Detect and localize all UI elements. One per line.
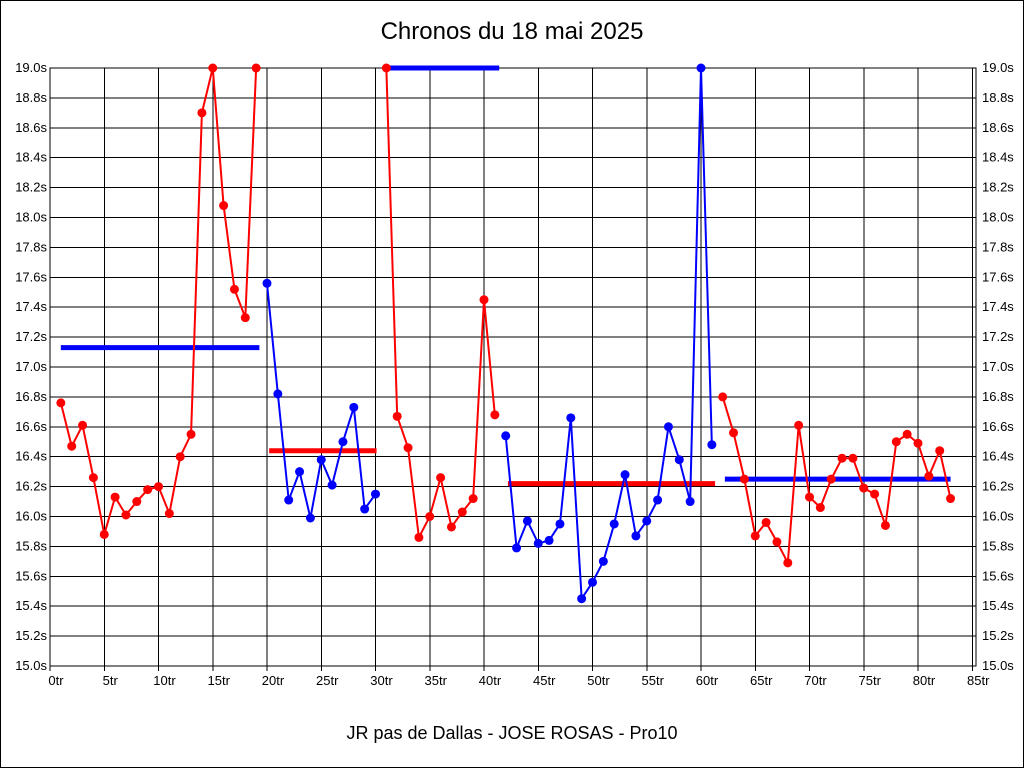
- svg-text:17.0s: 17.0s: [982, 359, 1014, 374]
- svg-text:16.4s: 16.4s: [982, 449, 1014, 464]
- svg-text:5tr: 5tr: [103, 673, 119, 688]
- svg-text:16.8s: 16.8s: [982, 389, 1014, 404]
- svg-text:15.8s: 15.8s: [15, 538, 47, 553]
- svg-text:17.0s: 17.0s: [15, 359, 47, 374]
- svg-text:17.4s: 17.4s: [15, 299, 47, 314]
- lap-times-stint-4-blue: [501, 63, 717, 604]
- svg-text:16.4s: 16.4s: [15, 449, 47, 464]
- svg-text:15.4s: 15.4s: [15, 598, 47, 613]
- svg-text:16.6s: 16.6s: [15, 419, 47, 434]
- svg-text:20tr: 20tr: [262, 673, 285, 688]
- chart-title: Chronos du 18 mai 2025: [380, 18, 644, 45]
- svg-text:10tr: 10tr: [153, 673, 176, 688]
- svg-text:17.2s: 17.2s: [15, 329, 47, 344]
- grid-lines: [49, 67, 976, 667]
- svg-text:15.4s: 15.4s: [982, 598, 1014, 613]
- svg-text:15.0s: 15.0s: [982, 658, 1014, 673]
- svg-text:18.2s: 18.2s: [15, 180, 47, 195]
- svg-text:18.0s: 18.0s: [15, 210, 47, 225]
- svg-text:85tr: 85tr: [967, 673, 990, 688]
- svg-text:60tr: 60tr: [696, 673, 719, 688]
- svg-text:35tr: 35tr: [425, 673, 448, 688]
- svg-text:55tr: 55tr: [642, 673, 665, 688]
- svg-text:15.2s: 15.2s: [982, 628, 1014, 643]
- plot-border: [49, 67, 977, 667]
- svg-text:30tr: 30tr: [370, 673, 393, 688]
- svg-text:80tr: 80tr: [913, 673, 936, 688]
- svg-text:18.8s: 18.8s: [15, 90, 47, 105]
- lap-times-stint-5-red: [718, 392, 956, 568]
- svg-text:19.0s: 19.0s: [982, 60, 1014, 75]
- svg-text:50tr: 50tr: [587, 673, 610, 688]
- svg-text:16.2s: 16.2s: [982, 479, 1014, 494]
- svg-text:25tr: 25tr: [316, 673, 339, 688]
- svg-text:40tr: 40tr: [479, 673, 502, 688]
- svg-text:17.8s: 17.8s: [15, 239, 47, 254]
- svg-text:70tr: 70tr: [804, 673, 827, 688]
- svg-text:16.8s: 16.8s: [15, 389, 47, 404]
- svg-text:45tr: 45tr: [533, 673, 556, 688]
- svg-text:16.2s: 16.2s: [15, 479, 47, 494]
- svg-text:15tr: 15tr: [208, 673, 231, 688]
- svg-text:15.0s: 15.0s: [15, 658, 47, 673]
- svg-text:17.2s: 17.2s: [982, 329, 1014, 344]
- lap-times-stint-2-blue: [262, 278, 380, 523]
- svg-text:15.6s: 15.6s: [982, 568, 1014, 583]
- svg-text:17.6s: 17.6s: [15, 269, 47, 284]
- svg-text:17.8s: 17.8s: [982, 239, 1014, 254]
- lap-times-stint-3-red: [381, 63, 500, 542]
- axis-tick-labels: 0tr 5tr 10tr 15tr 20tr 25tr 30tr 35tr 40tr 45tr 50…: [15, 60, 1014, 688]
- svg-text:65tr: 65tr: [750, 673, 773, 688]
- svg-text:18.6s: 18.6s: [15, 120, 47, 135]
- svg-text:18.2s: 18.2s: [982, 180, 1014, 195]
- svg-text:15.6s: 15.6s: [15, 568, 47, 583]
- svg-text:16.0s: 16.0s: [982, 509, 1014, 524]
- svg-text:16.0s: 16.0s: [15, 509, 47, 524]
- svg-text:18.6s: 18.6s: [982, 120, 1014, 135]
- svg-text:17.4s: 17.4s: [982, 299, 1014, 314]
- svg-text:15.2s: 15.2s: [15, 628, 47, 643]
- svg-text:18.0s: 18.0s: [982, 210, 1014, 225]
- svg-text:0tr: 0tr: [48, 673, 64, 688]
- svg-text:18.4s: 18.4s: [15, 150, 47, 165]
- svg-text:15.8s: 15.8s: [982, 538, 1014, 553]
- svg-text:75tr: 75tr: [859, 673, 882, 688]
- svg-text:16.6s: 16.6s: [982, 419, 1014, 434]
- svg-text:18.4s: 18.4s: [982, 150, 1014, 165]
- svg-text:17.6s: 17.6s: [982, 269, 1014, 284]
- svg-text:19.0s: 19.0s: [15, 60, 47, 75]
- chart-footer: JR pas de Dallas - JOSE ROSAS - Pro10: [346, 723, 678, 743]
- svg-text:18.8s: 18.8s: [982, 90, 1014, 105]
- lap-times-stint-1-red: [56, 63, 261, 539]
